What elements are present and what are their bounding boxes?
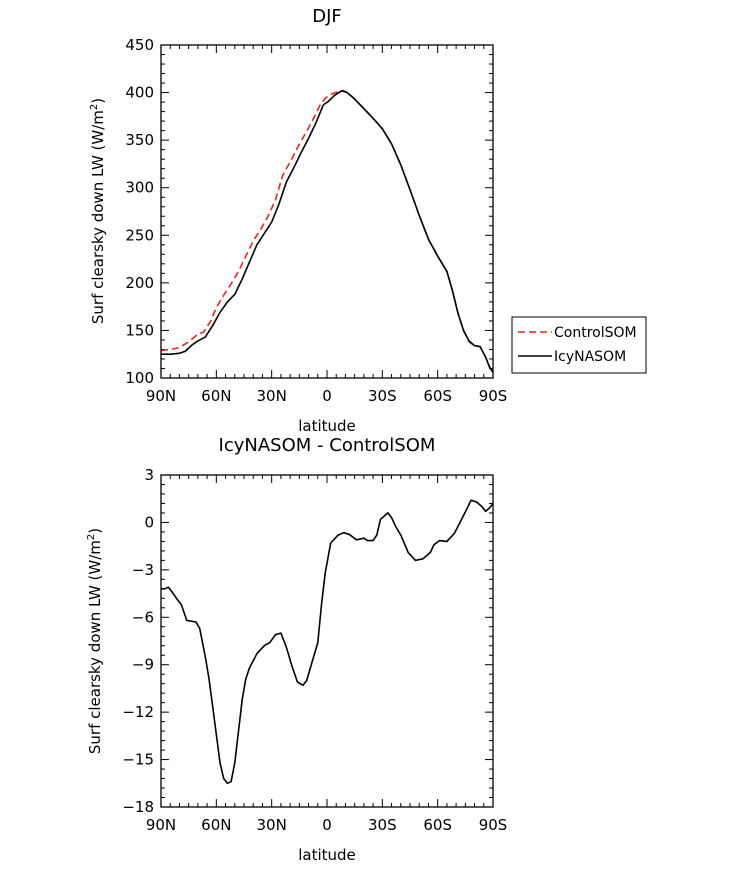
bottom-x-tick-label: 0 [322, 816, 332, 834]
legend-label-controlsom: ControlSOM [554, 325, 637, 341]
bottom-x-tick-label: 30S [368, 816, 397, 834]
legend-box [511, 316, 647, 374]
top-x-tick-label: 60S [423, 387, 452, 405]
top-x-tick-label: 0 [322, 387, 332, 405]
top-y-tick-label: 200 [125, 274, 154, 292]
top-panel-title: DJF [312, 6, 342, 27]
top-x-tick-label: 90N [146, 387, 176, 405]
bottom-x-tick-label: 60N [201, 816, 231, 834]
top-x-tick-label: 30N [257, 387, 287, 405]
bottom-y-tick-label: −15 [122, 751, 154, 769]
top-y-tick-label: 300 [125, 179, 154, 197]
bottom-y-tick-label: 0 [144, 513, 154, 531]
bottom-y-tick-label: −18 [122, 798, 154, 816]
bottom-panel-frame [160, 474, 494, 808]
bottom-panel: IcyNASOM - ControlSOM 90N 60N 30N 0 30S 60S 90… [86, 435, 507, 864]
top-x-tick-label: 30S [368, 387, 397, 405]
top-panel-series [160, 89, 494, 373]
top-panel-ticks: 90N 60N 30N 0 30S 60S 90S 100 150 200 250 300 350 400… [125, 36, 507, 405]
top-y-tick-label: 100 [125, 369, 154, 387]
bottom-x-tick-label: 90N [146, 816, 176, 834]
bottom-panel-title: IcyNASOM - ControlSOM [219, 435, 436, 456]
top-x-tick-label: 60N [201, 387, 231, 405]
top-y-tick-label: 400 [125, 84, 154, 102]
bottom-panel-series [161, 499, 494, 785]
bottom-y-tick-label: −3 [132, 561, 154, 579]
top-y-tick-label: 450 [125, 36, 154, 54]
bottom-x-tick-label: 90S [479, 816, 508, 834]
top-panel-frame [160, 44, 494, 379]
top-y-tick-label: 150 [125, 321, 154, 339]
bottom-panel-x-axis-label: latitude [298, 846, 356, 864]
bottom-y-tick-label: −12 [122, 703, 154, 721]
bottom-x-tick-label: 60S [423, 816, 452, 834]
bottom-series-line-difference [161, 499, 494, 785]
top-y-tick-label: 250 [125, 226, 154, 244]
top-series-line-icynasom [161, 89, 494, 373]
bottom-panel-y-axis-label: Surf clearsky down LW (W/m2) [86, 528, 104, 754]
legend-label-icynasom: IcyNASOM [554, 349, 626, 365]
bottom-y-tick-label: −9 [132, 656, 154, 674]
bottom-y-tick-label: 3 [144, 466, 154, 484]
top-x-tick-label: 90S [479, 387, 508, 405]
bottom-y-tick-label: −6 [132, 608, 154, 626]
top-y-tick-label: 350 [125, 131, 154, 149]
top-panel: DJF 90N 60N 30N 0 30S 60S 90S 100 150 200 250 300 35… [89, 6, 647, 435]
top-series-line-controlsom [160, 89, 494, 373]
top-panel-y-axis-label: Surf clearsky down LW (W/m2) [89, 98, 107, 324]
bottom-panel-ticks: 90N 60N 30N 0 30S 60S 90S −18 −15 −12 −9 −6 −3 0 3 [122, 466, 507, 834]
legend: ControlSOM IcyNASOM [511, 316, 647, 374]
top-panel-x-axis-label: latitude [298, 417, 356, 435]
bottom-x-tick-label: 30N [257, 816, 287, 834]
